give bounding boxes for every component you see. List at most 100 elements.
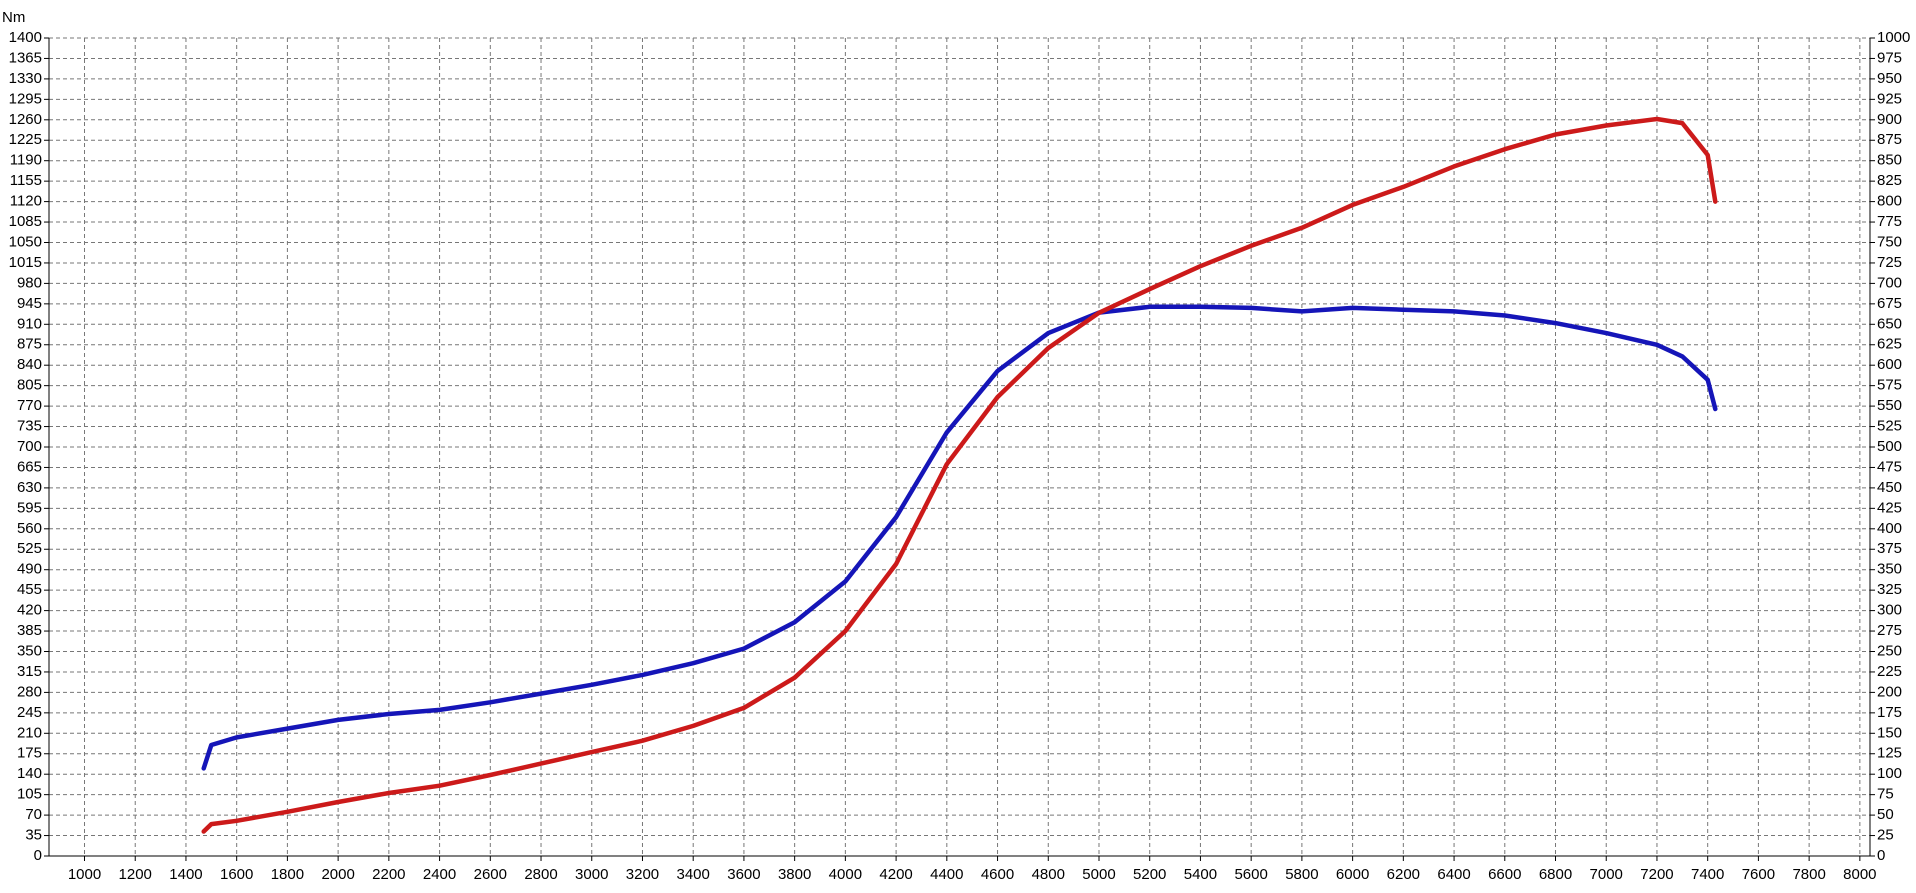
x-tick-label: 5800 <box>1285 866 1318 883</box>
y2-tick-label: 375 <box>1877 540 1902 557</box>
y-tick-label: 700 <box>17 438 42 455</box>
y-tick-label: 385 <box>17 622 42 639</box>
y-tick-label: 280 <box>17 683 42 700</box>
x-tick-label: 6000 <box>1336 866 1369 883</box>
y2-tick-label: 450 <box>1877 479 1902 496</box>
x-tick-label: 4200 <box>879 866 912 883</box>
y-tick-label: 1015 <box>9 254 42 271</box>
y-tick-label: 1330 <box>9 70 42 87</box>
y-tick-label: 140 <box>17 765 42 782</box>
y-tick-label: 910 <box>17 315 42 332</box>
x-tick-label: 5600 <box>1234 866 1267 883</box>
x-tick-label: 4600 <box>981 866 1014 883</box>
y2-tick-label: 150 <box>1877 724 1902 741</box>
x-tick-label: 4400 <box>930 866 963 883</box>
x-tick-label: 2400 <box>423 866 456 883</box>
x-tick-label: 6600 <box>1488 866 1521 883</box>
y-axis-label: Nm <box>2 9 25 26</box>
y2-tick-label: 225 <box>1877 663 1902 680</box>
y2-tick-label: 75 <box>1877 786 1894 803</box>
y2-tick-label: 300 <box>1877 602 1902 619</box>
y2-tick-label: 850 <box>1877 152 1902 169</box>
x-tick-label: 7800 <box>1792 866 1825 883</box>
y2-tick-label: 575 <box>1877 377 1902 394</box>
y2-tick-label: 975 <box>1877 49 1902 66</box>
y-tick-label: 455 <box>17 581 42 598</box>
y-tick-label: 735 <box>17 418 42 435</box>
y2-tick-label: 950 <box>1877 70 1902 87</box>
y-tick-label: 420 <box>17 602 42 619</box>
y2-tick-label: 250 <box>1877 642 1902 659</box>
y2-tick-label: 650 <box>1877 315 1902 332</box>
x-tick-label: 2600 <box>474 866 507 883</box>
y-tick-label: 665 <box>17 458 42 475</box>
y-tick-label: 840 <box>17 356 42 373</box>
series-line <box>201 116 1718 834</box>
y-tick-label: 630 <box>17 479 42 496</box>
x-tick-label: 1200 <box>119 866 152 883</box>
y-tick-label: 525 <box>17 540 42 557</box>
y2-tick-label: 525 <box>1877 418 1902 435</box>
y-tick-label: 105 <box>17 786 42 803</box>
x-tick-label: 3800 <box>778 866 811 883</box>
y2-tick-label: 25 <box>1877 827 1894 844</box>
y2-tick-label: 0 <box>1877 847 1885 864</box>
y2-tick-label: 350 <box>1877 561 1902 578</box>
y2-tick-label: 800 <box>1877 193 1902 210</box>
series-line <box>201 304 1718 771</box>
y-tick-label: 350 <box>17 642 42 659</box>
y2-tick-label: 750 <box>1877 233 1902 250</box>
y2-tick-label: 200 <box>1877 683 1902 700</box>
x-tick-label: 3400 <box>677 866 710 883</box>
x-tick-label: 7400 <box>1691 866 1724 883</box>
y2-tick-label: 625 <box>1877 336 1902 353</box>
y2-tick-label: 875 <box>1877 131 1902 148</box>
y-tick-label: 1400 <box>9 29 42 46</box>
y-tick-label: 1260 <box>9 111 42 128</box>
x-tick-label: 7200 <box>1640 866 1673 883</box>
y2-tick-label: 475 <box>1877 458 1902 475</box>
y-tick-label: 245 <box>17 704 42 721</box>
y-tick-label: 0 <box>34 847 42 864</box>
y-tick-label: 1120 <box>10 193 42 210</box>
x-tick-label: 5400 <box>1184 866 1217 883</box>
x-tick-label: 1000 <box>68 866 101 883</box>
x-tick-label: 2000 <box>321 866 354 883</box>
x-tick-label: 5000 <box>1082 866 1115 883</box>
y2-tick-label: 900 <box>1877 111 1902 128</box>
y2-tick-label: 175 <box>1877 704 1902 721</box>
y-tick-label: 945 <box>17 295 42 312</box>
y-tick-label: 1085 <box>9 213 42 230</box>
y2-tick-label: 425 <box>1877 499 1902 516</box>
y-tick-label: 980 <box>17 274 42 291</box>
y2-tick-label: 725 <box>1877 254 1902 271</box>
y2-tick-label: 125 <box>1877 745 1902 762</box>
y-tick-label: 770 <box>17 397 42 414</box>
y2-tick-label: 775 <box>1877 213 1902 230</box>
x-tick-label: 1600 <box>220 866 253 883</box>
x-tick-label: 3000 <box>575 866 608 883</box>
y-tick-label: 560 <box>17 520 42 537</box>
y-tick-label: 35 <box>25 827 42 844</box>
y2-tick-label: 825 <box>1877 172 1902 189</box>
x-tick-label: 6400 <box>1437 866 1470 883</box>
y-tick-label: 210 <box>17 724 42 741</box>
y-tick-label: 1295 <box>9 90 42 107</box>
y2-tick-label: 400 <box>1877 520 1902 537</box>
y-tick-label: 1190 <box>10 152 42 169</box>
x-tick-label: 7600 <box>1742 866 1775 883</box>
y2-tick-label: 325 <box>1877 581 1902 598</box>
y-tick-label: 595 <box>17 499 42 516</box>
y2-tick-label: 275 <box>1877 622 1902 639</box>
y-tick-label: 70 <box>25 806 42 823</box>
y-tick-label: 1365 <box>9 49 42 66</box>
x-tick-label: 3200 <box>626 866 659 883</box>
y-tick-label: 805 <box>17 377 42 394</box>
x-tick-label: 1400 <box>169 866 202 883</box>
x-tick-label: 2800 <box>524 866 557 883</box>
x-tick-label: 4800 <box>1032 866 1065 883</box>
y2-tick-label: 100 <box>1877 765 1902 782</box>
y-tick-label: 875 <box>17 336 42 353</box>
y-tick-label: 175 <box>17 745 42 762</box>
